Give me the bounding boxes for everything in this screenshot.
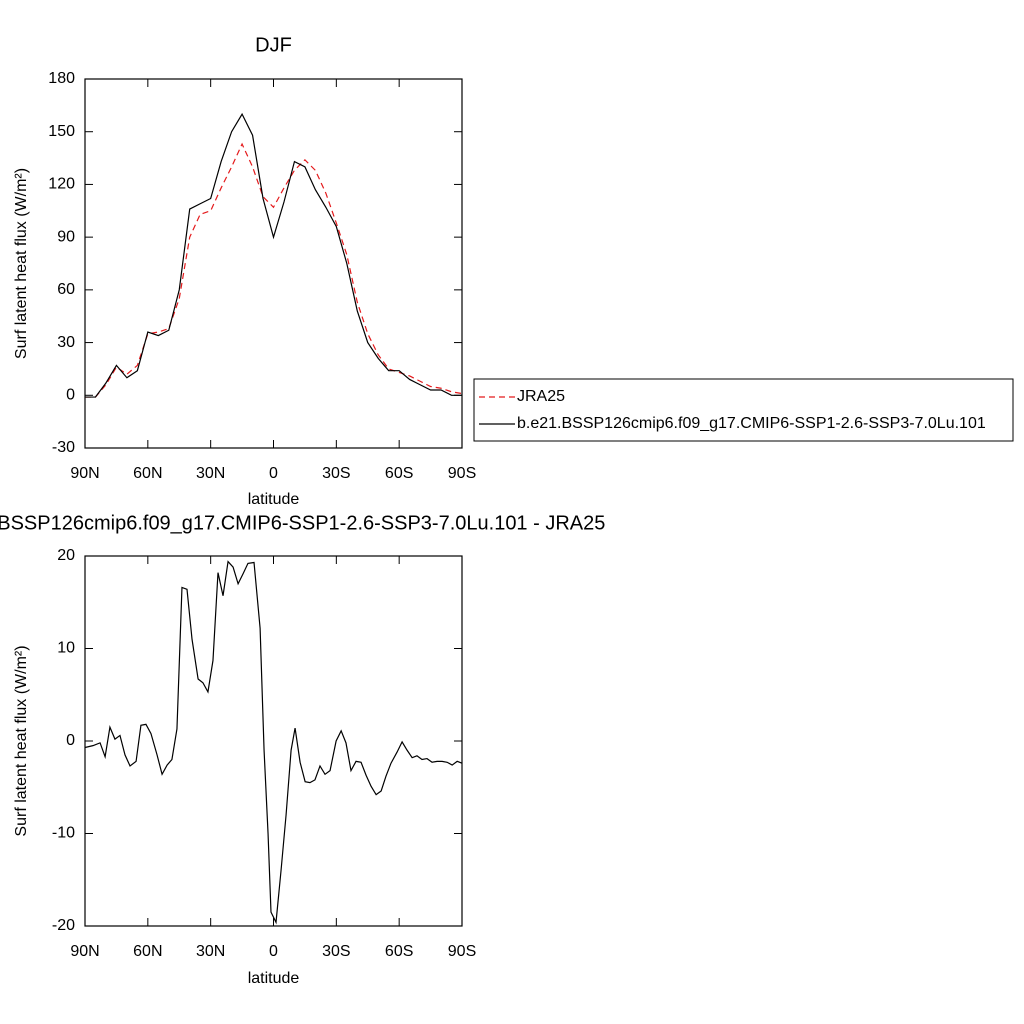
y-tick-label: 10 [57, 640, 75, 657]
x-tick-label: 30S [322, 465, 350, 482]
y-axis-label: Surf latent heat flux (W/m²) [13, 645, 30, 836]
y-tick-label: 180 [48, 70, 75, 87]
chart-title: b.e21.BSSP126cmip6.f09_g17.CMIP6-SSP1-2.… [0, 512, 605, 534]
legend-label: b.e21.BSSP126cmip6.f09_g17.CMIP6-SSP1-2.… [517, 415, 986, 432]
x-axis-label: latitude [248, 970, 300, 987]
y-tick-label: -20 [52, 917, 75, 934]
series-line [84, 560, 463, 925]
x-tick-label: 60N [133, 943, 162, 960]
x-tick-label: 90N [70, 465, 99, 482]
chart-title: DJF [255, 34, 292, 56]
plot-frame [84, 78, 463, 449]
x-tick-label: 90S [448, 943, 476, 960]
y-tick-label: 90 [57, 228, 75, 245]
y-tick-label: 150 [48, 123, 75, 140]
y-tick-label: 0 [66, 387, 75, 404]
x-axis-label: latitude [248, 491, 300, 508]
y-tick-label: 0 [66, 732, 75, 749]
y-tick-label: -10 [52, 825, 75, 842]
x-tick-label: 0 [269, 943, 278, 960]
x-tick-label: 60S [385, 943, 413, 960]
y-tick-label: 20 [57, 547, 75, 564]
x-tick-label: 30S [322, 943, 350, 960]
legend-box [473, 378, 1014, 442]
x-tick-label: 90N [70, 943, 99, 960]
series-line [85, 112, 462, 398]
y-tick-label: 60 [57, 281, 75, 298]
series-line [85, 142, 463, 398]
x-tick-label: 60S [385, 465, 413, 482]
y-tick-label: -30 [52, 439, 75, 456]
y-axis-label: Surf latent heat flux (W/m²) [13, 168, 30, 359]
y-tick-label: 120 [48, 176, 75, 193]
plot-frame [84, 555, 463, 927]
y-tick-label: 30 [57, 334, 75, 351]
legend-label: JRA25 [517, 388, 565, 405]
x-tick-label: 30N [196, 943, 225, 960]
x-tick-label: 0 [269, 465, 278, 482]
x-tick-label: 90S [448, 465, 476, 482]
x-tick-label: 60N [133, 465, 162, 482]
x-tick-label: 30N [196, 465, 225, 482]
